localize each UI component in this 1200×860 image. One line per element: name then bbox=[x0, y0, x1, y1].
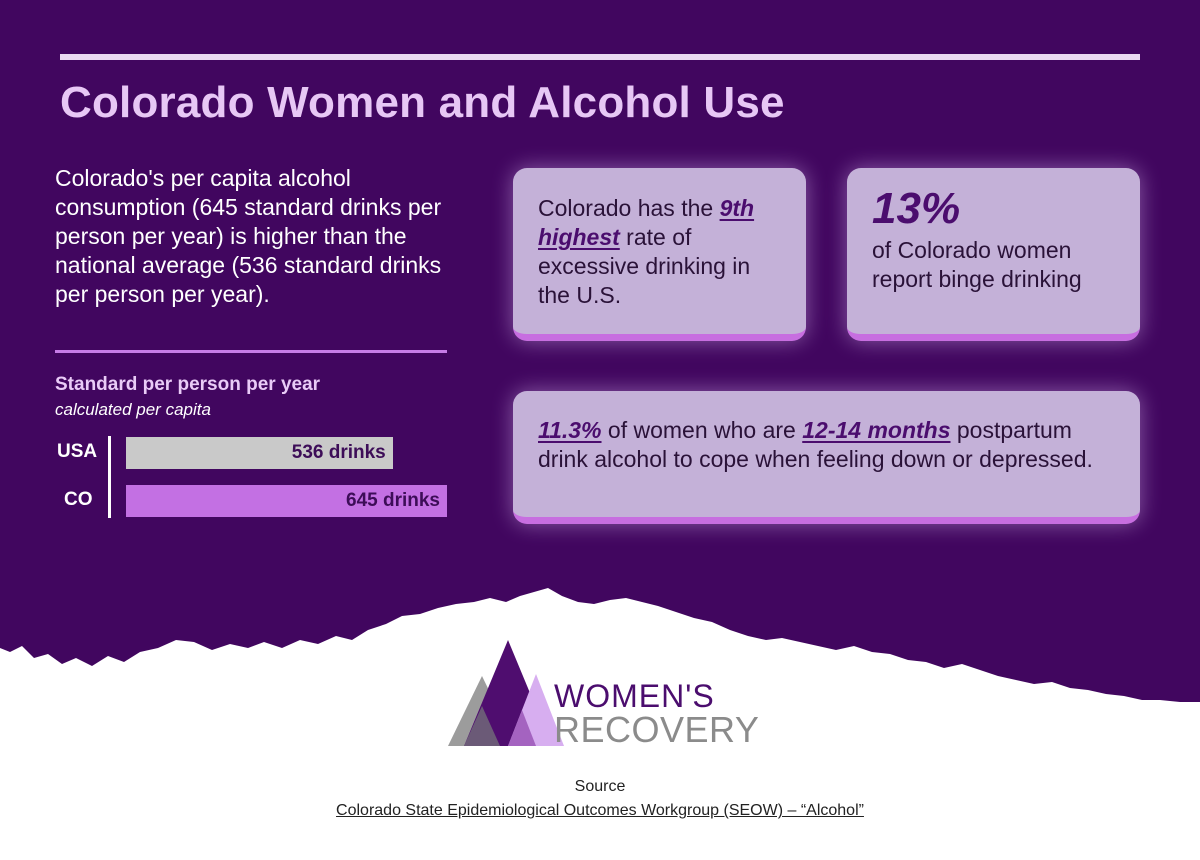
bar-co: 645 drinks bbox=[126, 485, 447, 517]
binge-text: of Colorado women report binge drinking bbox=[872, 237, 1082, 292]
postpartum-highlight: 12-14 months bbox=[802, 417, 951, 443]
postpartum-text-post: postpartum drink alcohol to cope when fe… bbox=[538, 417, 1093, 472]
binge-card: 13% of Colorado women report binge drink… bbox=[847, 168, 1140, 341]
source-link[interactable]: Colorado State Epidemiological Outcomes … bbox=[336, 802, 864, 819]
postpartum-card: 11.3% of women who are 12-14 months post… bbox=[513, 391, 1140, 524]
womens-recovery-logo bbox=[448, 640, 564, 746]
binge-stat: 13% bbox=[872, 184, 961, 233]
logo-text-womens: WOMEN'S bbox=[554, 678, 715, 714]
chart-axis bbox=[108, 436, 111, 518]
logo-overlap-left bbox=[464, 706, 500, 746]
bar-value-label: 536 drinks bbox=[291, 442, 386, 463]
rank-highlight: 9th highest bbox=[538, 195, 755, 250]
rank-text-pre: Colorado has the bbox=[538, 195, 720, 221]
postpartum-text: 11.3% of women who are 12-14 months post… bbox=[538, 416, 1110, 474]
source-label: Source bbox=[574, 778, 626, 795]
section-divider bbox=[55, 350, 447, 353]
postpartum-text-mid: of women who are bbox=[601, 417, 803, 443]
bar-value-label: 645 drinks bbox=[346, 490, 440, 511]
category-label-co: CO bbox=[64, 489, 93, 510]
rank-text: Colorado has the 9th highest rate of exc… bbox=[538, 194, 784, 310]
chart-title: Standard per person per year bbox=[55, 374, 321, 395]
category-label-usa: USA bbox=[57, 441, 98, 462]
bar-usa: 536 drinks bbox=[126, 437, 393, 469]
logo-overlap-right bbox=[508, 710, 536, 746]
chart-subtitle: calculated per capita bbox=[55, 400, 211, 419]
rank-card: Colorado has the 9th highest rate of exc… bbox=[513, 168, 806, 341]
intro-text: Colorado's per capita alcohol consumptio… bbox=[55, 165, 442, 307]
postpartum-stat: 11.3% bbox=[538, 417, 602, 443]
page-title: Colorado Women and Alcohol Use bbox=[60, 78, 785, 127]
logo-text-recovery: RECOVERY bbox=[554, 709, 760, 750]
rank-text-post: rate of excessive drinking in the U.S. bbox=[538, 224, 751, 308]
top-rule bbox=[60, 54, 1140, 60]
